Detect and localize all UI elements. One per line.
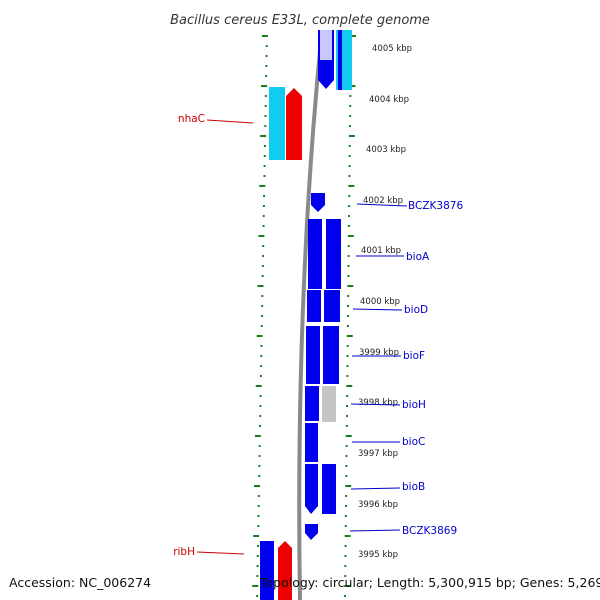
accession-text: Accession: NC_006274 (9, 575, 151, 590)
kbp-label: 4001 kbp (361, 246, 401, 256)
kbp-label: 3997 kbp (358, 449, 398, 459)
gene-arrow-bioH-grey (322, 386, 336, 422)
genome-backbone (297, 29, 324, 600)
gene-arrow-nhaC-red (286, 88, 302, 160)
gene-label-bioH[interactable]: bioH (402, 399, 426, 411)
kbp-label: 4004 kbp (369, 95, 409, 105)
gene-label-bioB[interactable]: bioB (402, 481, 425, 493)
gene-arrow-bioC (305, 423, 318, 462)
gene-label-bioF[interactable]: bioF (403, 350, 425, 362)
kbp-label: 3998 kbp (358, 398, 398, 408)
gene-arrow-bioF-2 (323, 326, 339, 384)
kbp-label: 4000 kbp (360, 297, 400, 307)
gene-arrow-ribH-blue (260, 541, 274, 600)
genome-summary-text: Topology: circular; Length: 5,300,915 bp… (259, 575, 600, 590)
gene-arrow-bioA-2 (326, 219, 341, 289)
gene-label-BCZK3876[interactable]: BCZK3876 (408, 200, 463, 212)
gene-arrow-bioB-2 (322, 464, 336, 514)
kbp-label: 4002 kbp (363, 196, 403, 206)
gene-arrow (338, 30, 342, 90)
gene-arrow-bioF (306, 326, 320, 384)
leader-line (356, 203, 408, 207)
leader-line (206, 119, 254, 124)
gene-arrow-ribH-red (278, 541, 292, 600)
gene-label-leaders (196, 119, 408, 555)
ticks-right (344, 35, 356, 597)
gene-label-bioA[interactable]: bioA (406, 251, 430, 263)
gene-arrow-bioD (307, 290, 321, 322)
gene-label-bioC[interactable]: bioC (402, 436, 425, 448)
gene-arrow-bioB (305, 464, 318, 514)
kbp-label: 3999 kbp (359, 348, 399, 358)
gene-arrow-BCZK3869 (305, 524, 318, 540)
gene-labels: BCZK3876 bioA bioD bioF bioH bioC bioB B… (173, 113, 463, 558)
leader-line (350, 403, 401, 406)
leader-line (349, 529, 401, 532)
gene-arrow-nhaC-cyan (269, 87, 285, 160)
leader-line (352, 308, 403, 311)
leader-line (350, 487, 401, 490)
gene-arrow-bioD-2 (324, 290, 340, 322)
gene-arrow (320, 30, 332, 60)
gene-features (260, 30, 352, 600)
kbp-label: 3995 kbp (358, 550, 398, 560)
gene-arrow-bioH (305, 386, 319, 421)
gene-label-ribH[interactable]: ribH (173, 546, 195, 558)
ticks-left (252, 35, 268, 597)
gene-arrow-bioA (308, 219, 322, 289)
gene-arrow-BCZK3876 (311, 193, 325, 212)
map-title: Bacillus cereus E33L, complete genome (170, 13, 430, 28)
kbp-labels: 4005 kbp 4004 kbp 4003 kbp 4002 kbp 4001… (358, 44, 412, 560)
kbp-label: 4003 kbp (366, 145, 406, 155)
gene-label-bioD[interactable]: bioD (404, 304, 428, 316)
gene-label-BCZK3869[interactable]: BCZK3869 (402, 525, 457, 537)
gene-label-nhaC[interactable]: nhaC (178, 113, 205, 125)
leader-line (196, 551, 245, 555)
kbp-label: 4005 kbp (372, 44, 412, 54)
kbp-label: 3996 kbp (358, 500, 398, 510)
